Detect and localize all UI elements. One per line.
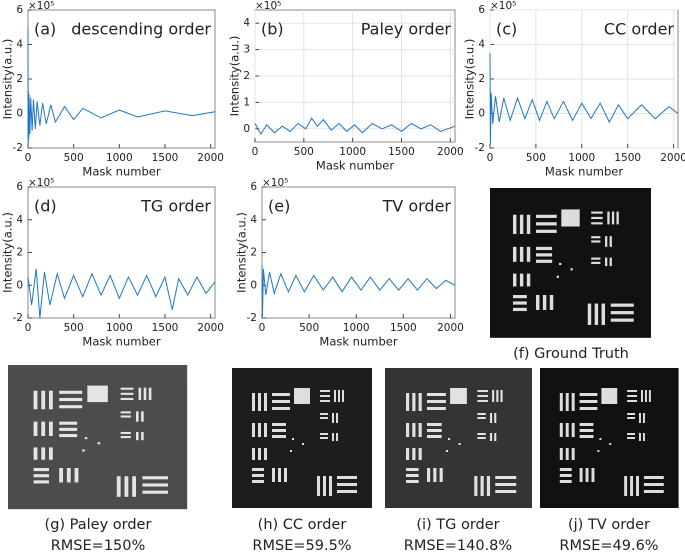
y-axis-label: Intensity(a.u.) bbox=[463, 39, 477, 120]
x-tick-label: 0 bbox=[25, 322, 32, 334]
y-exponent: ×10⁵ bbox=[255, 0, 281, 12]
x-tick-label: 500 bbox=[299, 322, 319, 334]
ground-truth-image bbox=[490, 188, 651, 338]
x-tick-label: 500 bbox=[64, 152, 84, 164]
y-tick-label: 4 bbox=[478, 39, 485, 51]
x-axis-label: Mask number bbox=[319, 335, 397, 349]
x-axis-label: Mask number bbox=[82, 335, 160, 349]
y-tick-label: -2 bbox=[13, 142, 23, 154]
panel-label: (e) bbox=[268, 197, 290, 216]
panel-annotation: Paley order bbox=[361, 20, 452, 39]
x-tick-label: 0 bbox=[487, 152, 494, 164]
y-exponent: ×10⁵ bbox=[262, 177, 288, 189]
y-tick-label: 2 bbox=[16, 247, 23, 259]
x-tick-label: 0 bbox=[252, 146, 259, 158]
image-caption: (f) Ground Truth bbox=[513, 346, 629, 362]
image-caption: (g) Paley order bbox=[45, 517, 152, 533]
image-metric: RMSE=150% bbox=[51, 538, 146, 554]
x-tick-label: 1000 bbox=[106, 322, 133, 334]
panel-annotation: descending order bbox=[71, 20, 211, 39]
image-caption: (i) TG order bbox=[416, 517, 499, 533]
y-tick-label: 4 bbox=[16, 39, 23, 51]
y-tick-label: 2 bbox=[243, 70, 250, 82]
x-axis-label: Mask number bbox=[82, 165, 160, 179]
y-tick-label: 0 bbox=[250, 279, 257, 291]
x-tick-label: 2000 bbox=[660, 152, 685, 164]
y-tick-label: 0 bbox=[16, 108, 23, 120]
panel-label: (b) bbox=[261, 20, 284, 39]
panel-annotation: TV order bbox=[382, 197, 452, 216]
signal-line bbox=[27, 268, 216, 319]
y-axis-label: Intensity(a.u.) bbox=[1, 39, 15, 120]
x-tick-label: 500 bbox=[64, 322, 84, 334]
panel-label: (c) bbox=[496, 20, 517, 39]
x-tick-label: 1500 bbox=[614, 152, 641, 164]
y-tick-label: 0 bbox=[478, 108, 485, 120]
y-tick-label: 1 bbox=[243, 96, 250, 108]
y-tick-label: 3 bbox=[243, 44, 250, 56]
signal-line bbox=[489, 53, 679, 145]
image-metric: RMSE=140.8% bbox=[404, 538, 512, 554]
y-tick-label: 2 bbox=[250, 247, 257, 259]
y-tick-label: -2 bbox=[13, 312, 23, 324]
y-tick-label: 4 bbox=[250, 214, 257, 226]
x-tick-label: 1500 bbox=[388, 146, 415, 158]
x-axis-label: Mask number bbox=[316, 159, 394, 173]
y-tick-label: 2 bbox=[16, 73, 23, 85]
y-tick-label: 4 bbox=[243, 17, 250, 29]
panel-label: (a) bbox=[34, 20, 56, 39]
x-tick-label: 1500 bbox=[390, 322, 417, 334]
y-tick-label: -2 bbox=[475, 142, 485, 154]
x-axis-label: Mask number bbox=[545, 165, 623, 179]
y-tick-label: 6 bbox=[478, 4, 485, 16]
y-tick-label: -2 bbox=[247, 312, 257, 324]
y-axis-label: Intensity(a.u.) bbox=[1, 212, 15, 293]
y-exponent: ×10⁵ bbox=[28, 177, 54, 189]
x-tick-label: 500 bbox=[294, 146, 314, 158]
image-caption: (h) CC order bbox=[258, 517, 347, 533]
y-tick-label: 6 bbox=[250, 181, 257, 193]
x-tick-label: 2000 bbox=[437, 322, 464, 334]
y-tick-label: 0 bbox=[16, 279, 23, 291]
panel-annotation: CC order bbox=[604, 20, 675, 39]
y-tick-label: 0 bbox=[243, 123, 250, 135]
panel-annotation: TG order bbox=[140, 197, 211, 216]
image-metric: RMSE=59.5% bbox=[252, 538, 351, 554]
paley-image bbox=[8, 365, 188, 510]
y-tick-label: 6 bbox=[16, 181, 23, 193]
panel-label: (d) bbox=[34, 197, 57, 216]
y-tick-label: 2 bbox=[478, 73, 485, 85]
y-tick-label: 6 bbox=[16, 4, 23, 16]
y-exponent: ×10⁵ bbox=[28, 0, 54, 12]
x-tick-label: 1500 bbox=[152, 152, 179, 164]
y-exponent: ×10⁵ bbox=[490, 0, 516, 12]
y-axis-label: Intensity(a.u.) bbox=[235, 212, 249, 293]
x-tick-label: 1000 bbox=[106, 152, 133, 164]
x-tick-label: 1500 bbox=[152, 322, 179, 334]
signal-line bbox=[27, 27, 216, 145]
x-tick-label: 1000 bbox=[343, 322, 370, 334]
y-axis-label: Intensity(a.u.) bbox=[228, 36, 242, 117]
x-tick-label: 0 bbox=[25, 152, 32, 164]
x-tick-label: 1000 bbox=[339, 146, 366, 158]
y-tick-label: 4 bbox=[16, 214, 23, 226]
x-tick-label: 0 bbox=[259, 322, 266, 334]
x-tick-label: 500 bbox=[526, 152, 546, 164]
cc-image bbox=[232, 368, 372, 508]
x-tick-label: 2000 bbox=[437, 146, 464, 158]
signal-line bbox=[254, 117, 456, 136]
x-tick-label: 2000 bbox=[197, 322, 224, 334]
signal-line bbox=[261, 265, 456, 317]
x-tick-label: 1000 bbox=[568, 152, 595, 164]
image-caption: (j) TV order bbox=[568, 517, 650, 533]
tv-image bbox=[540, 368, 679, 508]
x-tick-label: 2000 bbox=[197, 152, 224, 164]
image-metric: RMSE=49.6% bbox=[559, 538, 658, 554]
tg-image bbox=[385, 368, 532, 508]
